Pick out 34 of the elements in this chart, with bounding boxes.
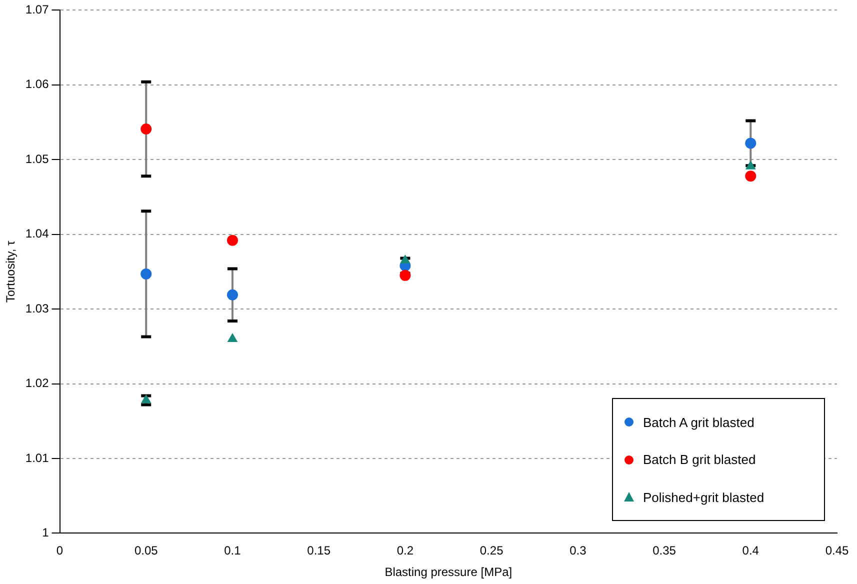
- legend-label: Polished+grit blasted: [643, 490, 764, 505]
- y-tick-label: 1.07: [25, 2, 50, 17]
- y-tick-label: 1: [42, 526, 50, 540]
- point: [745, 138, 756, 149]
- x-tick-label: 0.2: [396, 544, 414, 558]
- point: [226, 234, 238, 246]
- point: [400, 270, 411, 281]
- y-tick-label: 1.05: [25, 152, 50, 166]
- point: [400, 254, 410, 264]
- x-tick-label: 0.25: [480, 544, 504, 558]
- x-tick-label: 0: [56, 544, 64, 558]
- y-axis-title: Tortuosity, τ: [4, 240, 18, 303]
- x-tick-label: 0.4: [742, 544, 760, 558]
- point: [745, 170, 756, 182]
- x-tick-label: 0.1: [224, 544, 242, 558]
- point: [140, 268, 152, 280]
- x-tick-label: 0.45: [825, 544, 849, 558]
- legend-label: Batch B grit blasted: [643, 452, 756, 468]
- x-tick-label: 0.05: [134, 544, 158, 558]
- y-tick-label: 1.06: [25, 77, 50, 92]
- x-tick-label: 0.35: [652, 544, 676, 558]
- y-tick-label: 1.02: [25, 376, 50, 390]
- point: [226, 289, 238, 300]
- legend-label: Batch A grit blasted: [643, 414, 754, 430]
- point: [746, 160, 756, 170]
- x-tick-label: 0.3: [570, 544, 587, 558]
- x-axis-title: Blasting pressure [MPa]: [384, 565, 512, 580]
- point: [141, 394, 151, 404]
- point: [140, 123, 152, 134]
- x-tick-label: 0.15: [307, 544, 331, 558]
- y-tick-label: 1.01: [25, 450, 50, 465]
- y-tick-label: 1.03: [25, 301, 50, 316]
- y-tick-label: 1.04: [25, 226, 50, 241]
- point: [228, 333, 238, 342]
